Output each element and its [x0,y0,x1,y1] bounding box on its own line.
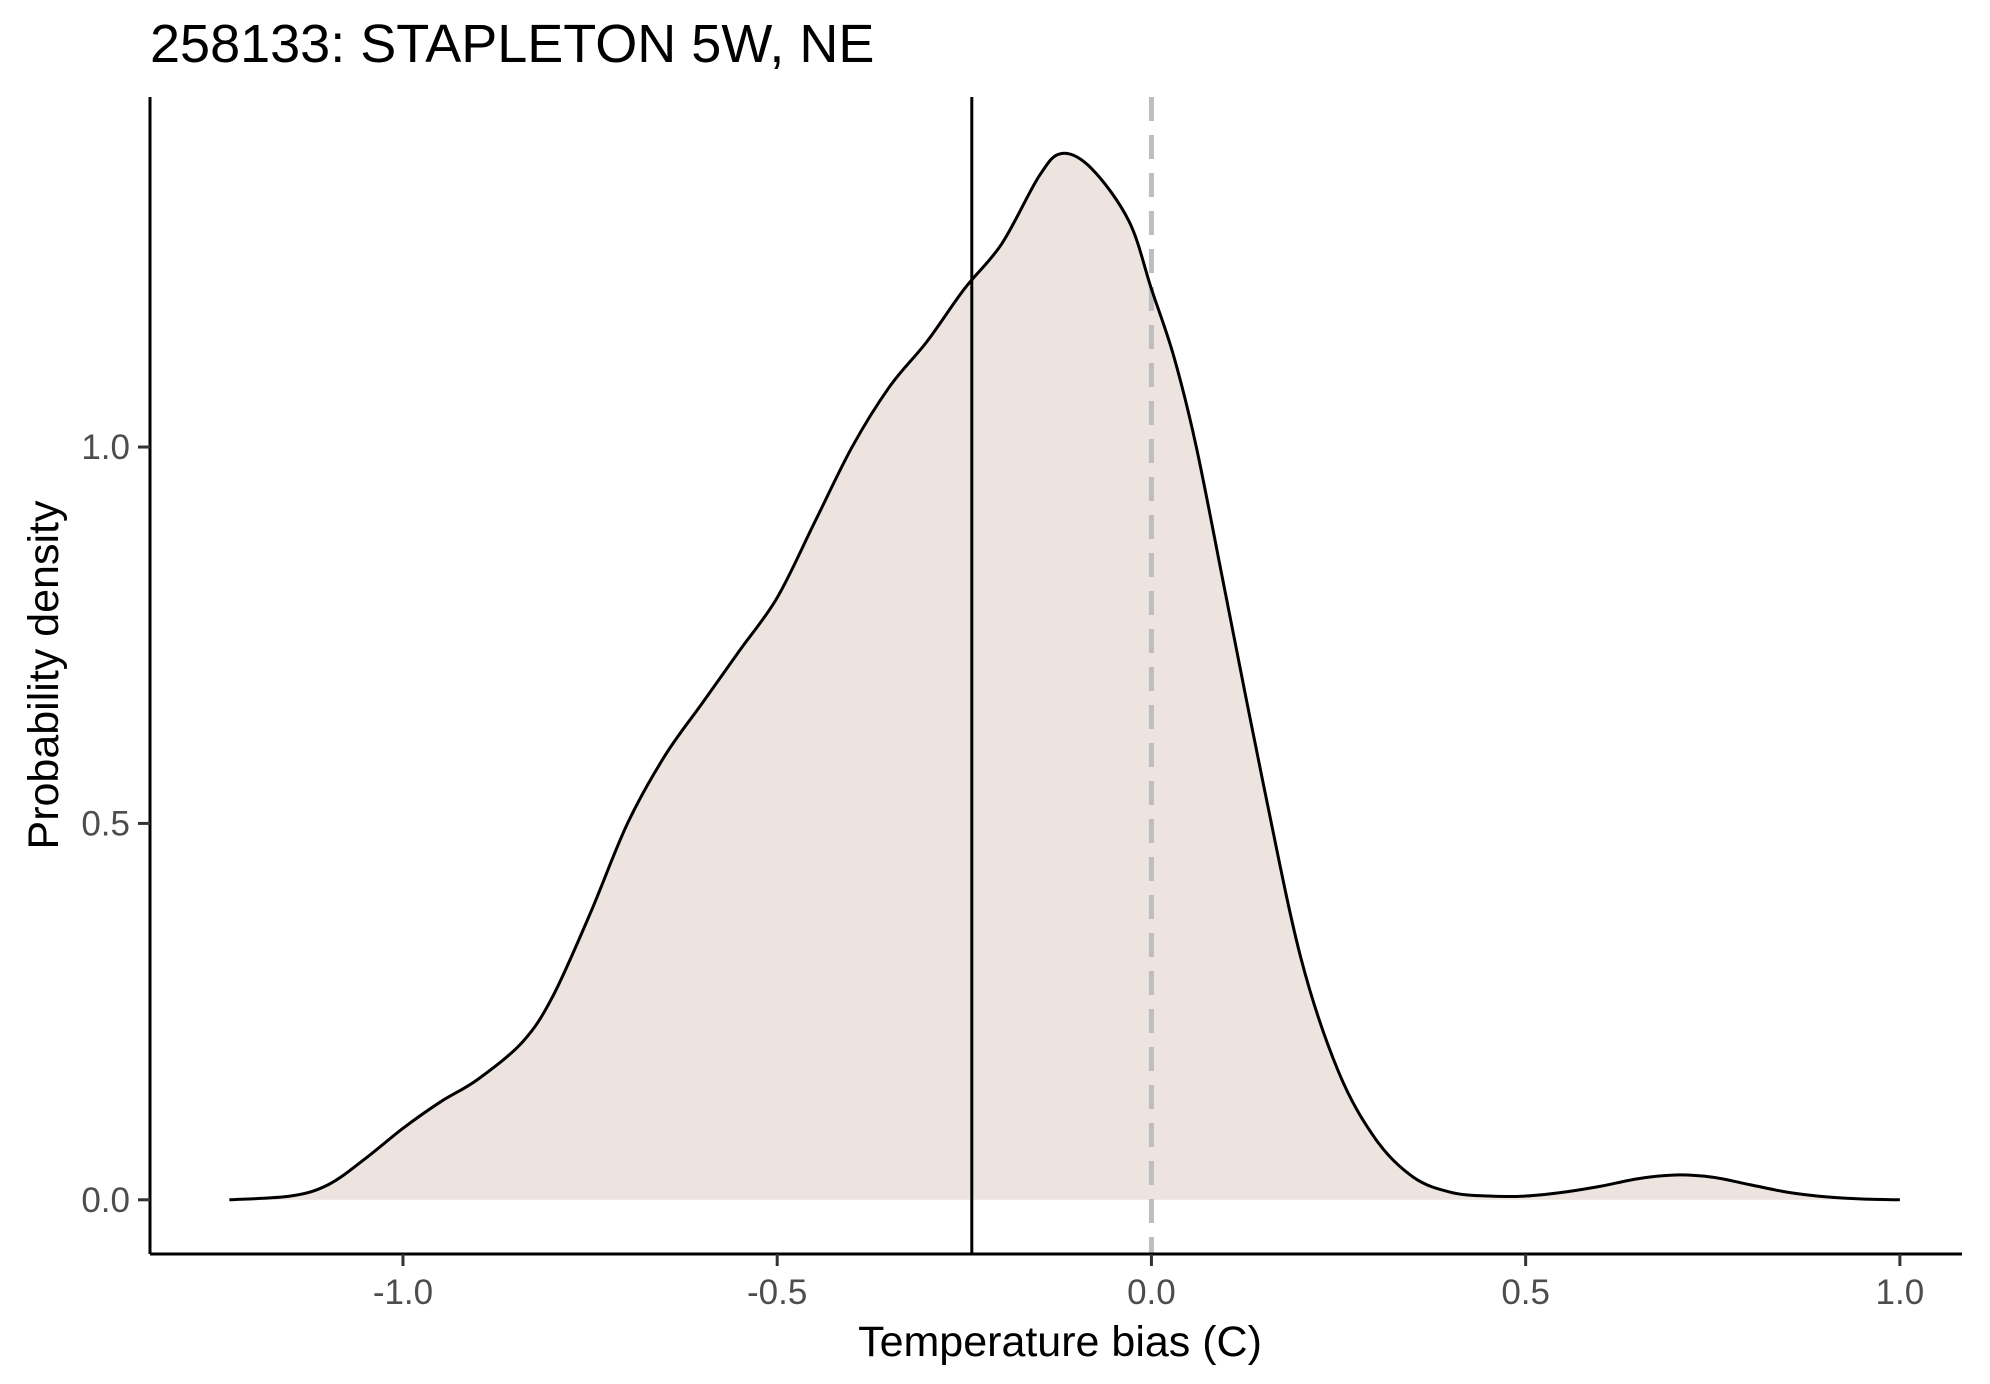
x-tick-label: 0.0 [1127,1273,1176,1312]
density-curve [229,151,1900,1202]
plot-area [229,97,1900,1254]
y-tick-label: 0.5 [81,804,130,843]
axes: -1.0 -0.5 0.0 0.5 1.0 0.0 0.5 1.0 [81,97,1962,1312]
x-tick-label: 1.0 [1876,1273,1925,1312]
chart-title: 258133: STAPLETON 5W, NE [150,14,874,74]
y-tick-label: 1.0 [81,428,130,467]
x-axis-title: Temperature bias (C) [858,1318,1262,1366]
y-tick-label: 0.0 [81,1181,130,1220]
x-tick-label: 0.5 [1501,1273,1550,1312]
y-axis-title: Probability density [20,500,68,849]
density-area [229,153,1900,1200]
x-tick-label: -1.0 [373,1273,433,1312]
x-tick-label: -0.5 [747,1273,807,1312]
